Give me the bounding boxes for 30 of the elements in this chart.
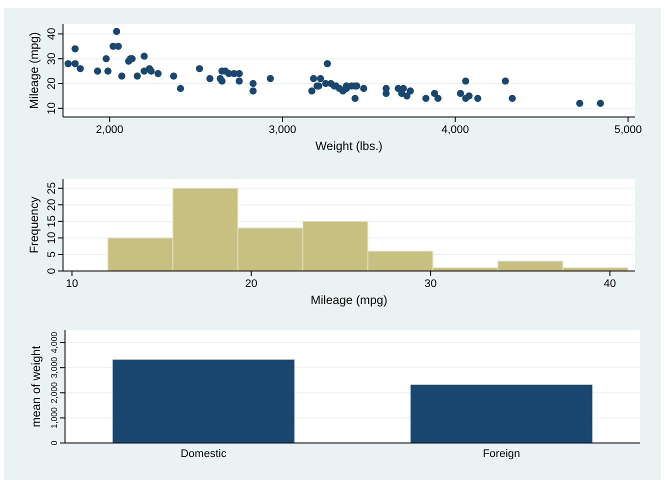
y-tick-label: 0 xyxy=(49,440,59,446)
y-tick-label: 20 xyxy=(46,77,58,90)
y-tick-label: 10 xyxy=(46,102,58,114)
y-axis-title: Mileage (mpg) xyxy=(27,32,41,109)
y-tick-label: 25 xyxy=(46,182,58,194)
x-tick-label: 40 xyxy=(604,278,616,290)
x-tick-label: Domestic xyxy=(180,448,227,460)
x-tick-label: 2,000 xyxy=(96,124,124,136)
y-tick-label: 1,000 xyxy=(49,406,59,429)
y-axis-title: Frequency xyxy=(27,196,41,254)
x-axis-title: Mileage (mpg) xyxy=(310,293,388,307)
y-tick-label: 2,000 xyxy=(49,382,59,404)
y-tick-label: 5 xyxy=(46,251,58,258)
y-tick-label: 30 xyxy=(46,52,58,65)
y-tick-label: 10 xyxy=(46,232,58,244)
y-axis-title: mean of weight xyxy=(29,345,43,428)
y-tick-label: 0 xyxy=(46,268,58,274)
y-tick-label: 15 xyxy=(46,215,58,228)
y-tick-label: 3,000 xyxy=(49,356,59,378)
x-tick-label: 4,000 xyxy=(442,124,470,136)
y-tick-label: 20 xyxy=(46,198,58,211)
x-tick-label: 5,000 xyxy=(614,124,642,136)
x-tick-label: 30 xyxy=(424,278,437,290)
x-axis-title: Weight (lbs.) xyxy=(315,139,383,153)
x-tick-label: 3,000 xyxy=(268,124,296,136)
x-tick-label: 20 xyxy=(245,278,258,290)
y-tick-label: 40 xyxy=(46,28,58,40)
y-tick-label: 4,000 xyxy=(49,332,59,354)
x-tick-label: Foreign xyxy=(482,448,520,460)
x-tick-label: 10 xyxy=(66,278,78,290)
